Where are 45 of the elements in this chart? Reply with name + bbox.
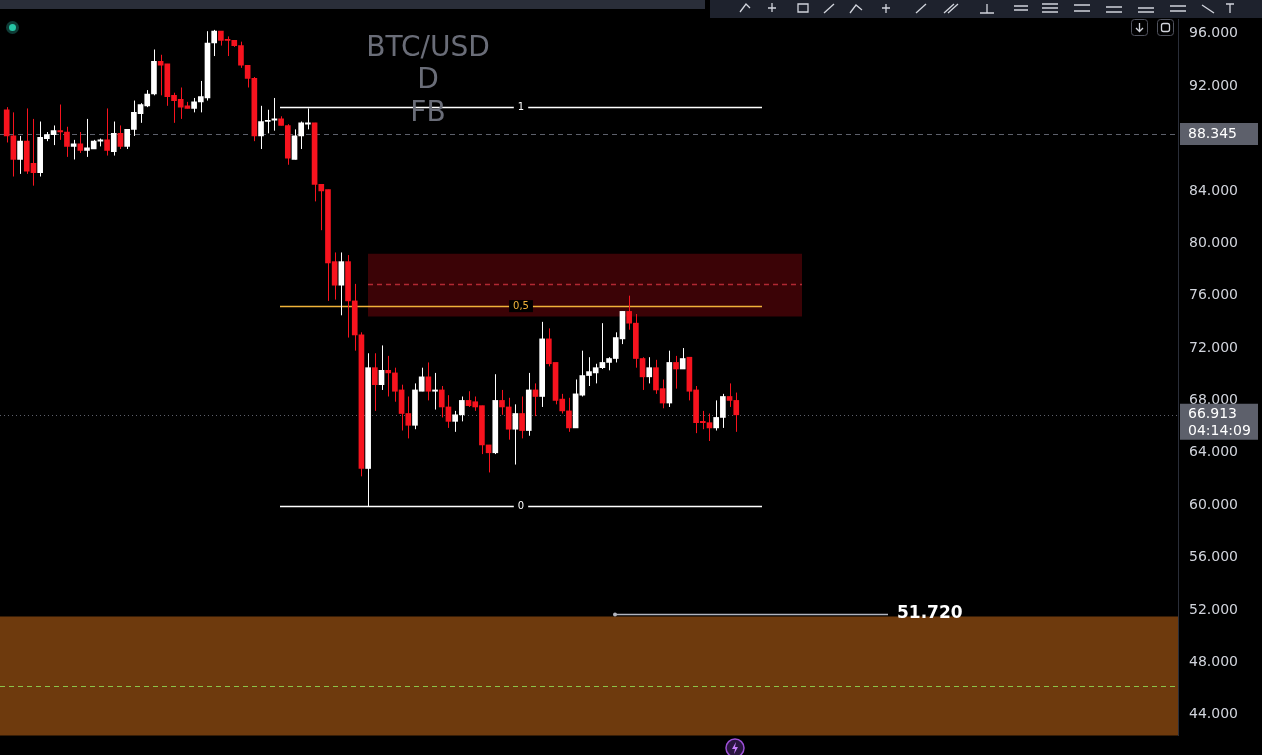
chart-title: BTC/USD <box>365 30 491 63</box>
candlestick <box>70 139 77 160</box>
y-tick-label: 56.000 <box>1189 548 1238 565</box>
candlestick <box>17 135 23 175</box>
candlestick <box>157 54 164 96</box>
candlestick <box>566 397 572 433</box>
candlestick <box>77 131 84 154</box>
candlestick <box>626 295 632 331</box>
ref-line-label: 51.720 <box>897 601 963 622</box>
annotation: 1 <box>517 100 525 112</box>
candlestick <box>438 385 445 418</box>
y-tick-label: 48.000 <box>1189 652 1238 669</box>
annotation: 0 <box>517 500 525 512</box>
candlestick <box>64 126 70 158</box>
y-tick-label: 68.000 <box>1189 391 1238 408</box>
candlestick <box>371 352 378 412</box>
text: 04:14:09 <box>1188 422 1251 439</box>
ref-line-label: 88.345 <box>1188 124 1237 141</box>
candlestick <box>673 355 679 390</box>
candlestick <box>519 395 525 439</box>
candlestick <box>432 372 438 411</box>
y-tick-label: 76.000 <box>1189 286 1238 303</box>
candlestick <box>104 107 110 157</box>
candlestick <box>646 356 653 384</box>
y-tick-label: 44.000 <box>1189 705 1238 722</box>
candlestick <box>117 124 124 150</box>
candlestick <box>505 397 512 441</box>
y-tick-label: 96.000 <box>1189 24 1238 41</box>
y-tick-label: 92.000 <box>1189 76 1238 93</box>
text: D <box>416 62 440 95</box>
y-tick-label: 52.000 <box>1189 600 1238 617</box>
candlestick <box>385 355 392 397</box>
y-tick-label: 84.000 <box>1189 181 1238 198</box>
y-tick-label: 64.000 <box>1189 443 1238 460</box>
annotation: 0,5 <box>513 299 529 311</box>
candlestick <box>110 121 117 157</box>
y-tick-label: 80.000 <box>1189 233 1238 250</box>
candlestick <box>57 104 64 141</box>
y-tick-label: 60.000 <box>1189 495 1238 512</box>
ref-line-label: 66.913 <box>1188 405 1237 422</box>
candlestick <box>211 29 218 57</box>
candlestick <box>679 347 686 370</box>
candlestick <box>499 389 505 416</box>
candlestick <box>512 403 519 466</box>
y-tick-label: 72.000 <box>1189 338 1238 355</box>
